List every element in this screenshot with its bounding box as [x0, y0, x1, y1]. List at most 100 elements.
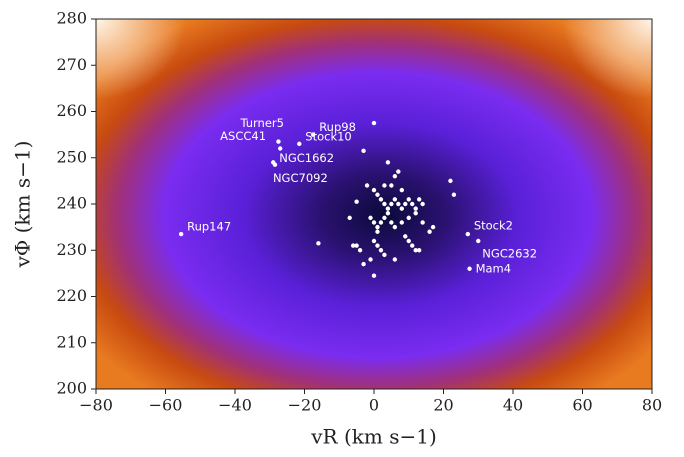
point — [364, 183, 370, 188]
x-tick-label: −60 — [149, 396, 183, 415]
point — [357, 248, 363, 253]
y-tick-label: 240 — [56, 194, 87, 213]
x-tick-label: 40 — [503, 396, 523, 415]
point — [406, 215, 411, 221]
point — [378, 197, 384, 202]
point — [420, 201, 425, 207]
point — [375, 192, 380, 197]
point — [392, 174, 398, 179]
x-tick-label: 80 — [642, 396, 662, 415]
point — [382, 252, 387, 258]
y-tick-label: 220 — [56, 286, 87, 305]
point — [430, 224, 436, 230]
point-label: ASCC41 — [220, 129, 266, 143]
point-label: Rup98 — [319, 120, 356, 134]
named-point — [310, 132, 316, 137]
y-axis-label: vΦ (km s−1) — [11, 141, 35, 269]
point — [399, 220, 404, 225]
point-label: Stock2 — [474, 219, 513, 233]
point — [382, 201, 387, 207]
named-point — [297, 141, 302, 147]
point — [316, 241, 321, 246]
point — [389, 201, 394, 207]
density-map — [96, 19, 652, 389]
point — [389, 183, 394, 188]
point — [385, 160, 391, 165]
point — [448, 178, 453, 184]
point — [354, 199, 359, 204]
x-tick-label: −80 — [79, 396, 113, 415]
point-label: NGC7092 — [273, 171, 328, 185]
x-tick-label: 60 — [572, 396, 592, 415]
point — [403, 201, 408, 207]
point — [385, 211, 391, 216]
point — [427, 229, 432, 234]
point — [396, 201, 401, 207]
point — [371, 187, 377, 193]
named-point — [178, 231, 184, 237]
y-tick-label: 260 — [56, 101, 87, 120]
point — [371, 238, 377, 244]
point — [403, 234, 408, 239]
point — [413, 211, 418, 216]
point — [416, 197, 422, 202]
named-point — [277, 146, 283, 151]
point-label: Rup147 — [187, 220, 231, 234]
named-point — [465, 231, 471, 237]
point-label: NGC2632 — [482, 247, 537, 261]
point — [420, 220, 425, 225]
point — [413, 206, 418, 211]
point — [361, 148, 366, 154]
named-point — [272, 162, 278, 167]
y-tick-label: 210 — [56, 332, 87, 351]
point — [371, 220, 377, 225]
point — [371, 120, 377, 126]
point — [382, 183, 387, 188]
x-tick-label: −40 — [218, 396, 252, 415]
point — [410, 201, 415, 207]
y-tick-label: 270 — [56, 55, 87, 74]
x-tick-label: 0 — [369, 396, 379, 415]
point — [416, 248, 422, 253]
x-axis-label: vR (km s−1) — [310, 425, 437, 449]
point-label: NGC1662 — [279, 151, 334, 165]
point — [371, 273, 377, 278]
named-point — [476, 238, 481, 244]
point — [451, 192, 457, 197]
point-label: Mam4 — [476, 261, 512, 275]
point — [368, 215, 373, 221]
y-tick-label: 250 — [56, 147, 87, 166]
point — [361, 261, 366, 267]
point — [375, 224, 380, 230]
point-label: Stock10 — [305, 129, 351, 143]
point — [378, 220, 384, 225]
point — [413, 248, 418, 253]
x-tick-label: 20 — [433, 396, 453, 415]
y-tick-label: 200 — [56, 379, 87, 398]
point — [392, 197, 398, 202]
x-tick-label: −20 — [288, 396, 322, 415]
named-point — [276, 139, 281, 144]
point — [354, 243, 359, 248]
point — [378, 248, 384, 253]
point — [399, 206, 404, 211]
point — [392, 257, 398, 262]
point — [399, 187, 404, 193]
point — [392, 224, 398, 230]
y-tick-label: 280 — [56, 9, 87, 28]
point — [385, 206, 391, 211]
point — [375, 243, 380, 248]
point — [406, 238, 411, 244]
point — [410, 243, 415, 248]
point — [347, 215, 352, 221]
point — [406, 197, 411, 202]
y-tick-label: 230 — [56, 240, 87, 259]
point — [375, 229, 380, 234]
point — [350, 243, 356, 248]
point — [368, 257, 373, 262]
named-point — [467, 266, 472, 271]
point-label: Turner5 — [239, 116, 284, 130]
point — [389, 220, 394, 225]
point — [396, 169, 401, 174]
